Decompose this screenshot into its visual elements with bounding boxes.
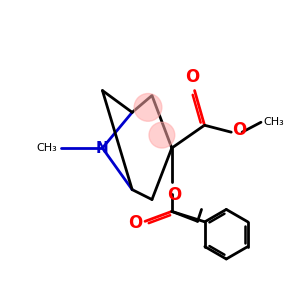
- Circle shape: [149, 122, 175, 148]
- Text: O: O: [167, 186, 181, 204]
- Text: O: O: [128, 214, 142, 232]
- Text: CH₃: CH₃: [36, 143, 57, 153]
- Text: N: N: [96, 140, 109, 155]
- Text: O: O: [232, 121, 247, 139]
- Text: O: O: [185, 68, 200, 85]
- Text: CH₃: CH₃: [263, 117, 284, 127]
- Circle shape: [134, 94, 162, 121]
